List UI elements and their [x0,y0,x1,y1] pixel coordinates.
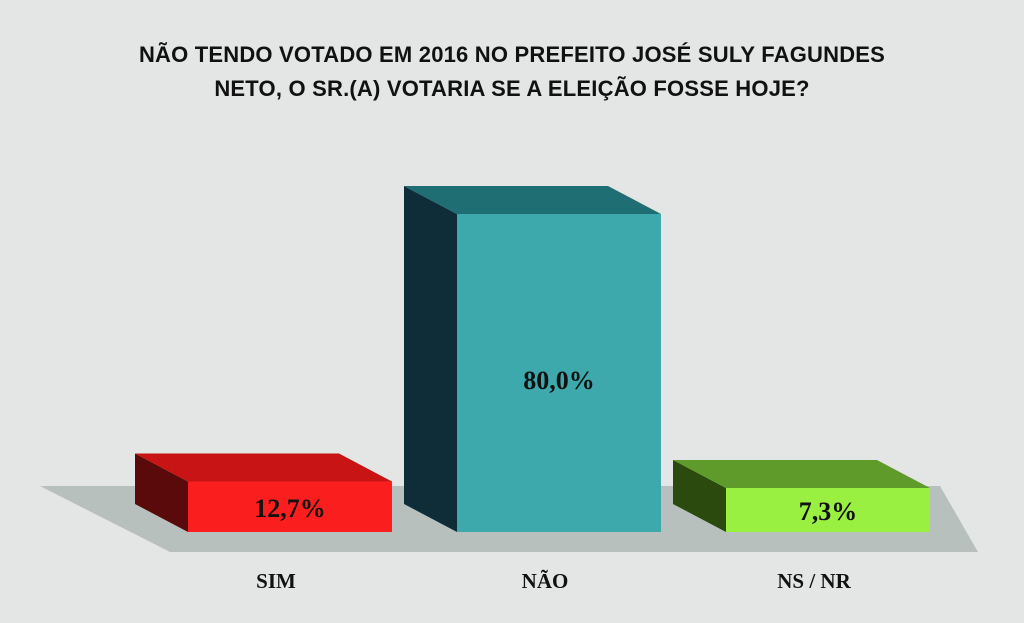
category-label-0: SIM [256,569,296,593]
chart-title-line-1: NÃO TENDO VOTADO EM 2016 NO PREFEITO JOS… [138,42,886,67]
category-label-2: NS / NR [777,569,851,593]
bar-top-1 [404,186,661,214]
category-label-1: NÃO [522,569,569,593]
bar-1 [457,214,661,532]
chart-title: NÃO TENDO VOTADO EM 2016 NO PREFEITO JOS… [60,38,964,106]
bar-side-1 [404,186,457,532]
bar-side-2 [673,460,726,532]
bar-top-0 [135,453,392,482]
data-label-0: 12,7% [254,494,326,523]
chart-title-line-2: NETO, O SR.(A) VOTARIA SE A ELEIÇÃO FOSS… [214,76,810,101]
data-label-1: 80,0% [523,366,595,395]
bar-2 [726,488,930,532]
bar-top-2 [673,460,930,488]
bar-0 [188,481,392,532]
data-label-2: 7,3% [799,497,858,526]
bar-side-0 [135,453,188,532]
